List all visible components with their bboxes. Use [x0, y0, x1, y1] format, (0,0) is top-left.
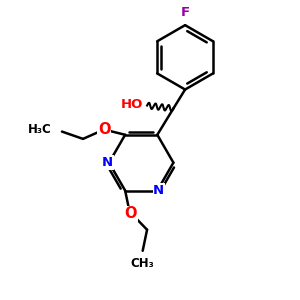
- Text: H₃C: H₃C: [28, 123, 52, 136]
- Text: N: N: [153, 184, 164, 197]
- Text: CH₃: CH₃: [131, 257, 154, 270]
- Text: HO: HO: [120, 98, 143, 111]
- Text: F: F: [181, 6, 190, 19]
- Text: O: O: [125, 206, 137, 221]
- Text: N: N: [102, 156, 113, 169]
- Text: O: O: [98, 122, 110, 137]
